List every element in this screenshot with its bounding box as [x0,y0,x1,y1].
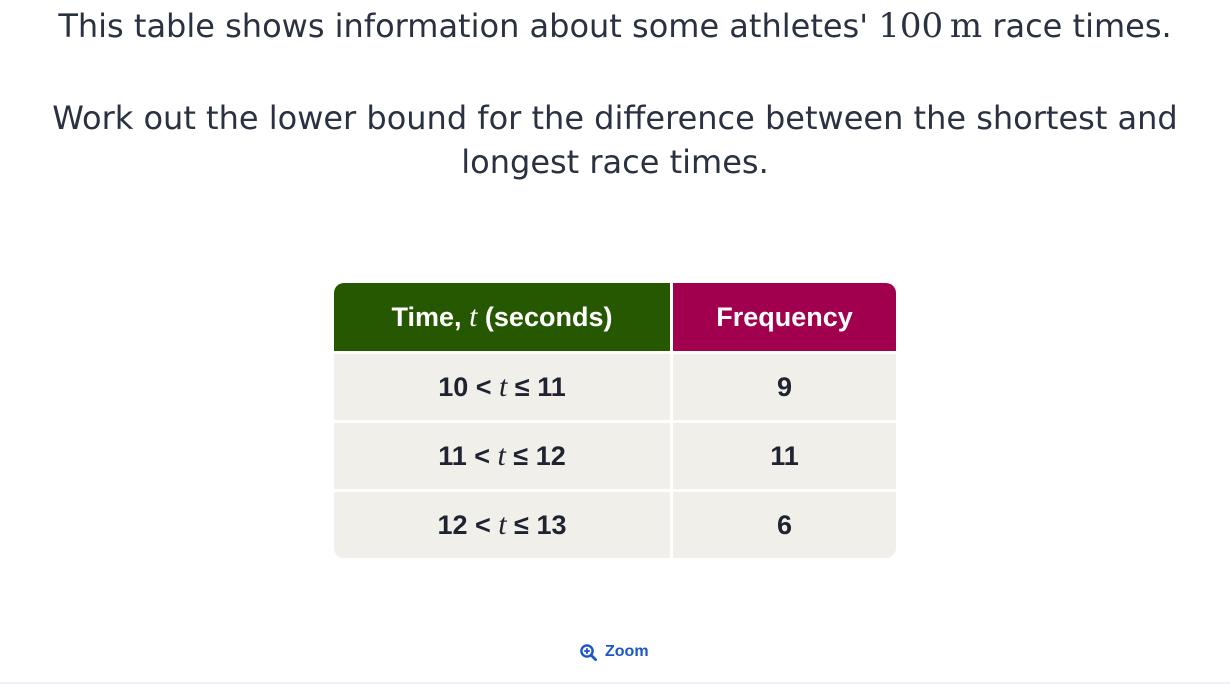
time-interval-cell: 11 < t ≤ 12 [334,420,673,489]
distance-unit: m [949,6,983,46]
header-frequency: Frequency [673,283,896,351]
table-row: 11 < t ≤ 12 11 [334,420,896,489]
header-time-before: Time, [391,302,470,332]
header-time: Time, t (seconds) [334,283,673,351]
frequency-cell: 9 [673,351,896,420]
frequency-cell: 11 [673,420,896,489]
interval-lower: 10 [438,372,469,402]
table-row: 10 < t ≤ 11 9 [334,351,896,420]
intro-text: This table shows information about some … [0,2,1230,50]
zoom-button[interactable]: Zoom [580,643,649,661]
interval-variable: t [497,439,506,472]
intro-after: race times. [982,7,1172,45]
question-text: Work out the lower bound for the differe… [0,96,1230,184]
zoom-in-icon [580,643,597,661]
zoom-label: Zoom [605,643,649,660]
interval-variable: t [498,508,507,541]
table-row: 12 < t ≤ 13 6 [334,489,896,558]
frequency-table: Time, t (seconds) Frequency 10 < t ≤ 11 … [334,283,896,558]
interval-lower: 11 [438,441,467,471]
intro-before: This table shows information about some … [58,7,879,45]
header-time-variable: t [469,300,478,333]
interval-variable: t [499,370,508,403]
header-time-after: (seconds) [477,302,613,332]
interval-lower: 12 [437,510,468,540]
time-interval-cell: 10 < t ≤ 11 [334,351,673,420]
table-header-row: Time, t (seconds) Frequency [334,283,896,351]
question-line-2: longest race times. [461,143,769,181]
bottom-divider [0,682,1230,684]
frequency-cell: 6 [673,489,896,558]
distance-value: 100 [878,6,944,46]
question-line-1: Work out the lower bound for the differe… [52,99,1178,137]
intro-distance: 100 m [878,6,982,46]
interval-upper: 12 [535,441,566,471]
time-interval-cell: 12 < t ≤ 13 [334,489,673,558]
interval-upper: 11 [537,372,566,402]
interval-upper: 13 [536,510,567,540]
